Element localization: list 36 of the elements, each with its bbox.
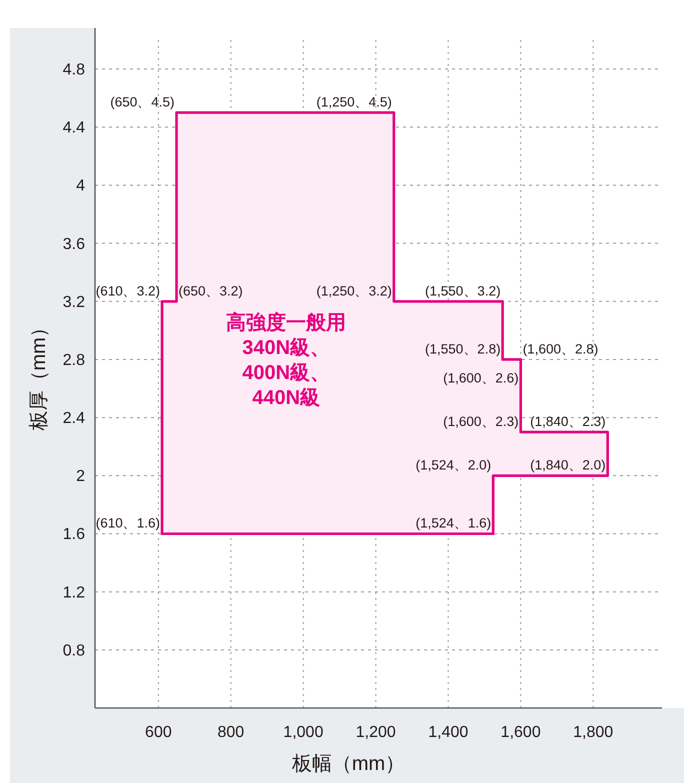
point-label: (1,550、2.8)	[425, 341, 501, 356]
point-label: (1,524、2.0)	[416, 458, 492, 473]
point-label: (1,524、1.6)	[416, 516, 492, 531]
x-tick-label: 1,200	[356, 724, 396, 741]
y-tick-label: 4	[76, 178, 86, 195]
y-tick-label: 0.8	[62, 642, 86, 660]
y-tick-label: 2.4	[62, 410, 86, 428]
point-label: (1,250、4.5)	[316, 94, 392, 110]
x-tick-label: 600	[145, 724, 172, 741]
point-label: (1,250、3.2)	[316, 283, 392, 298]
annotation: 高強度一般用 340N級、 400N級、 440N級	[226, 310, 346, 409]
y-axis-title: 板厚（mm）	[28, 317, 50, 432]
x-axis-title: 板幅（mm）	[290, 753, 406, 775]
x-tick-label: 1,800	[573, 724, 614, 741]
x-tick-label: 1,000	[283, 724, 324, 741]
x-tick-label: 1,600	[500, 724, 541, 741]
point-label: (650、3.2)	[178, 283, 243, 298]
point-label: (1,550、3.2)	[425, 283, 501, 298]
y-tick-label: 3.2	[62, 294, 86, 311]
y-tick-label: 2	[76, 468, 86, 486]
y-tick-label: 4.4	[62, 120, 86, 137]
point-label: (610、1.6)	[96, 516, 160, 531]
point-label: (1,840、2.0)	[530, 458, 606, 473]
x-tick-label: 1,400	[428, 724, 468, 741]
y-tick-label: 2.8	[62, 352, 86, 369]
y-tick-label: 4.8	[62, 62, 86, 79]
y-tick-label: 1.6	[62, 526, 86, 544]
point-label: (1,840、2.3)	[530, 414, 606, 430]
point-label: (610、3.2)	[96, 283, 160, 298]
y-tick-label: 3.6	[62, 236, 86, 253]
x-tick-label: 800	[218, 724, 244, 741]
point-label: (1,600、2.8)	[522, 341, 598, 356]
point-label: (1,600、2.3)	[443, 414, 519, 430]
point-label: (1,600、2.6)	[443, 370, 519, 386]
y-tick-label: 1.2	[62, 584, 86, 602]
point-label: (650、4.5)	[110, 94, 175, 110]
